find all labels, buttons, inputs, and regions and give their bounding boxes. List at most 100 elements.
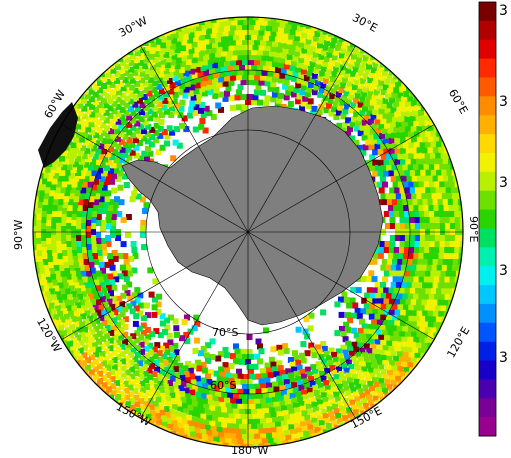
data-cell xyxy=(181,402,188,409)
data-cell xyxy=(115,103,122,110)
data-cell xyxy=(411,136,417,143)
data-cell xyxy=(403,76,410,83)
data-cell xyxy=(315,47,322,54)
data-cell xyxy=(263,34,269,41)
data-cell xyxy=(324,89,331,96)
data-cell xyxy=(86,323,93,330)
data-cell xyxy=(449,247,456,253)
data-cell xyxy=(121,173,128,180)
data-cell xyxy=(246,444,253,447)
data-cell xyxy=(407,377,414,383)
data-cell xyxy=(116,162,123,169)
data-cell xyxy=(116,306,123,313)
data-cell xyxy=(219,20,226,27)
data-cell xyxy=(154,390,161,397)
data-cell xyxy=(402,304,409,311)
data-cell xyxy=(380,303,387,310)
data-cell xyxy=(210,32,217,38)
data-cell xyxy=(385,364,391,371)
data-cell xyxy=(248,354,254,360)
data-cell xyxy=(60,232,66,238)
data-cell xyxy=(189,68,196,75)
data-cell xyxy=(399,223,406,229)
data-cell xyxy=(55,276,62,283)
data-cell xyxy=(294,50,301,57)
colorbar-swatch xyxy=(479,190,496,211)
data-cell xyxy=(136,140,143,146)
data-cell xyxy=(186,59,192,65)
data-cell xyxy=(75,217,82,223)
data-cell xyxy=(419,152,426,159)
data-cell xyxy=(307,33,314,40)
data-cell xyxy=(344,103,351,110)
data-cell xyxy=(54,270,61,277)
data-cell xyxy=(197,55,204,62)
data-cell xyxy=(380,89,387,95)
data-cell xyxy=(41,253,48,259)
data-cell xyxy=(264,362,271,369)
data-cell xyxy=(396,293,403,300)
data-cell xyxy=(437,299,444,306)
data-cell xyxy=(223,417,230,424)
data-cell xyxy=(164,133,171,140)
data-cell xyxy=(350,89,356,95)
data-cell xyxy=(114,380,120,387)
data-cell xyxy=(289,377,296,384)
data-cell xyxy=(334,330,341,337)
data-cell xyxy=(87,181,93,188)
data-cell xyxy=(371,319,378,326)
data-cell xyxy=(304,366,311,373)
data-cell xyxy=(356,39,363,46)
data-cell xyxy=(399,101,406,108)
data-cell xyxy=(323,350,330,357)
data-cell xyxy=(331,420,338,427)
data-cell xyxy=(142,208,149,214)
data-cell xyxy=(242,59,248,65)
data-cell xyxy=(323,401,330,408)
data-cell xyxy=(161,80,168,87)
data-cell xyxy=(133,305,140,312)
data-cell xyxy=(25,235,31,241)
data-cell xyxy=(164,412,171,419)
data-cell xyxy=(54,291,61,298)
data-cell xyxy=(426,104,433,111)
data-cell xyxy=(164,324,171,331)
data-cell xyxy=(274,51,281,58)
data-cell xyxy=(409,342,416,349)
data-cell xyxy=(76,316,83,323)
data-cell xyxy=(182,18,189,24)
data-cell xyxy=(110,295,117,302)
data-cell xyxy=(164,108,170,115)
data-cell xyxy=(439,163,446,170)
data-cell xyxy=(206,430,213,437)
data-cell xyxy=(118,334,125,341)
colorbar-swatch xyxy=(479,417,496,437)
data-cell xyxy=(404,211,410,217)
data-cell xyxy=(157,332,164,339)
data-cell xyxy=(162,97,169,104)
data-cell xyxy=(455,294,462,301)
data-cell xyxy=(277,92,284,99)
data-cell xyxy=(101,273,108,280)
data-cell xyxy=(296,93,303,100)
data-cell xyxy=(399,241,406,247)
data-cell xyxy=(294,422,301,429)
data-cell xyxy=(272,417,278,424)
data-cell xyxy=(140,315,147,321)
data-cell xyxy=(55,223,62,229)
data-cell xyxy=(115,64,122,70)
data-cell xyxy=(383,309,390,316)
data-cell xyxy=(408,276,415,283)
data-cell xyxy=(286,388,293,395)
data-cell xyxy=(404,217,411,223)
data-cell xyxy=(376,373,383,380)
data-cell xyxy=(96,370,103,377)
data-cell xyxy=(327,63,334,70)
data-cell xyxy=(221,65,227,72)
data-cell xyxy=(170,398,177,405)
data-cell xyxy=(323,56,330,63)
data-cell xyxy=(65,327,71,334)
data-cell xyxy=(430,187,437,194)
data-cell xyxy=(319,387,326,394)
data-cell xyxy=(129,196,136,203)
